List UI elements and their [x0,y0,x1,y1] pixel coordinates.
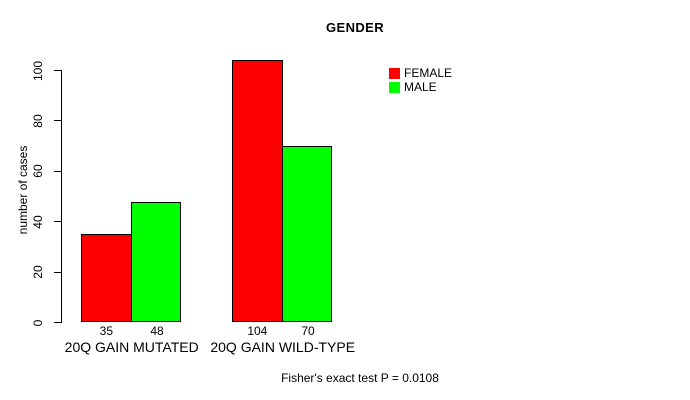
y-tick-label: 20 [31,265,45,279]
bar-value-label: 35 [99,324,114,338]
y-axis-tick [54,221,61,223]
legend-label-male: MALE [404,80,437,94]
legend-swatch-male [389,81,400,93]
y-axis-tick [54,120,61,122]
legend-item-male: MALE [389,80,452,94]
bar-female-group-1 [81,234,132,323]
chart-title: GENDER [325,20,385,35]
legend-label-female: FEMALE [404,66,453,80]
legend: FEMALE MALE [389,66,452,94]
y-axis-tick [54,271,61,273]
y-axis-tick [54,170,61,172]
y-tick-label: 80 [31,114,45,128]
category-label: 20Q GAIN WILD-TYPE [210,339,356,355]
y-tick-label: 0 [31,319,45,326]
y-axis-tick [54,70,61,71]
bar-female-group-2 [232,60,283,323]
y-tick-label: 100 [31,60,45,81]
bar-value-label: 70 [301,324,315,338]
fisher-test-note: Fisher's exact test P = 0.0108 [281,371,439,385]
legend-swatch-female [389,67,400,79]
y-tick-label: 40 [31,215,45,229]
y-axis-line [61,70,62,323]
bar-male-group-1 [130,201,182,323]
bar-value-label: 104 [247,324,268,338]
bar-value-label: 48 [150,324,164,338]
bar-male-group-2 [281,146,333,323]
y-axis-title: number of cases [16,145,30,235]
category-label: 20Q GAIN MUTATED [64,339,199,355]
legend-item-female: FEMALE [389,66,452,80]
y-tick-label: 60 [31,164,45,178]
y-axis-tick [54,322,61,323]
